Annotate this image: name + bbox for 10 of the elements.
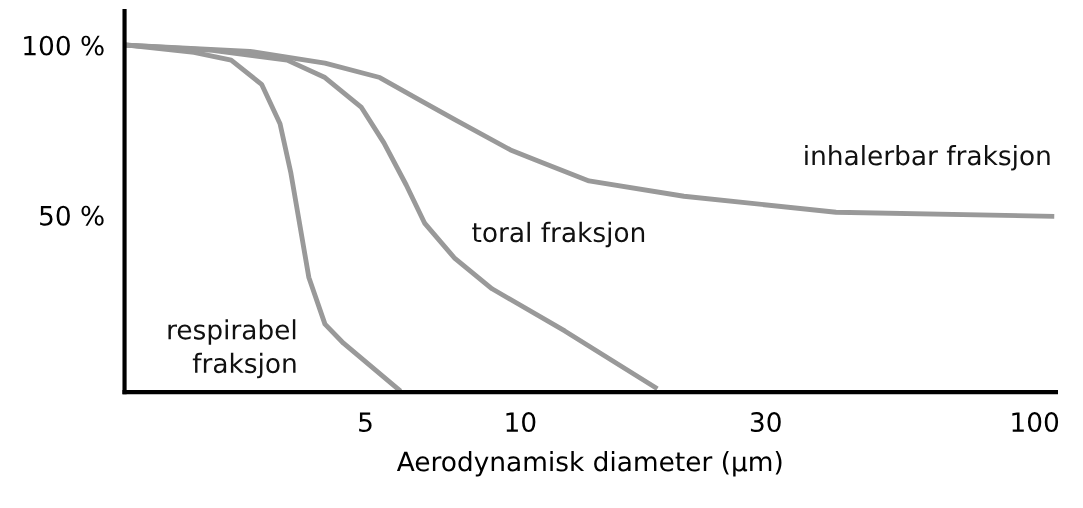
x-tick-label: 5 (359, 412, 372, 433)
series-label: toral fraksjon (472, 221, 645, 248)
y-tick-label: 100 % (24, 35, 104, 56)
x-tick-label: 100 (1012, 412, 1059, 433)
y-tick-label: 50 % (40, 205, 104, 226)
series-label: respirabel fraksjon (168, 319, 296, 379)
x-axis-title: Aerodynamisk diameter (µm) (396, 451, 782, 477)
x-tick-label: 30 (750, 412, 781, 433)
x-tick-label: 10 (506, 412, 536, 433)
series-label: inhalerbar fraksjon (805, 145, 1050, 171)
